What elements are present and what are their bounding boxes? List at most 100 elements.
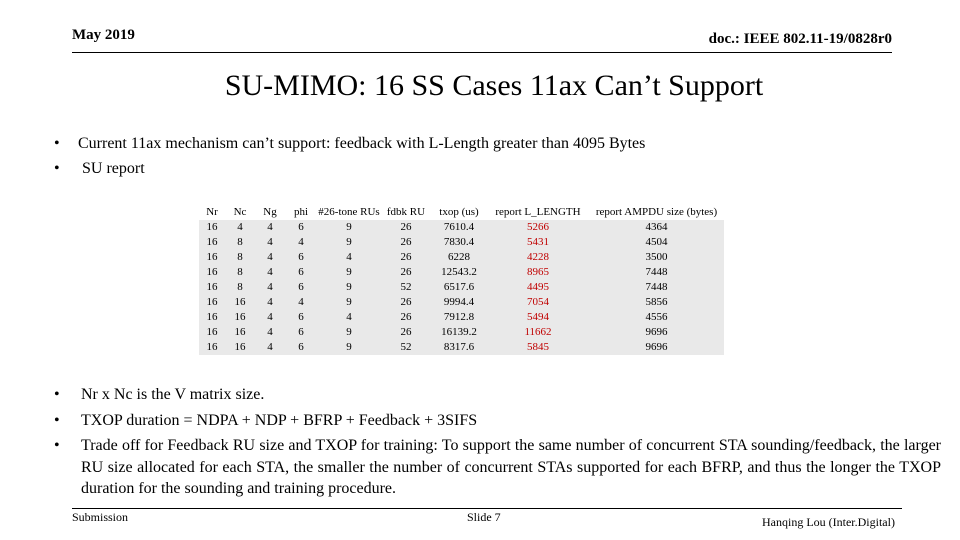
table-cell: 8 [237, 266, 243, 278]
table-cell: 16 [206, 221, 218, 233]
table-cell: 4495 [527, 281, 549, 293]
table-cell: 16 [206, 311, 218, 323]
table-cell: 6228 [448, 251, 470, 263]
table-cell: 6 [298, 311, 304, 323]
table-cell: 7448 [645, 281, 668, 293]
slide-title: SU-MIMO: 16 SS Cases 11ax Can’t Support [224, 69, 764, 102]
table-cell: 9 [346, 341, 352, 353]
table-cell: 4 [267, 341, 273, 353]
bullet-marker: • [54, 386, 60, 403]
table-cell: 5266 [527, 221, 549, 233]
table-cell: 26 [400, 296, 412, 308]
table-cell: 5856 [645, 296, 668, 308]
table-cell: 4 [267, 326, 273, 338]
table-row: 16 8 4 6 4 26 6228 4228 3500 [199, 250, 724, 265]
column-header: Ng [255, 205, 285, 220]
table-cell: 6 [298, 221, 304, 233]
table-cell: 8965 [527, 266, 549, 278]
column-header: #26-tone RUs [317, 205, 381, 220]
table-cell: 7610.4 [443, 221, 475, 233]
table-cell: 4228 [527, 251, 549, 263]
table-cell: 12543.2 [441, 266, 477, 278]
table-row: 16 8 4 6 9 26 12543.2 8965 7448 [199, 265, 724, 280]
table-cell: 3500 [645, 251, 668, 263]
table-row: 16 16 4 6 9 52 8317.6 5845 9696 [199, 340, 724, 355]
table-cell: 16 [234, 326, 246, 338]
column-header: report L_LENGTH [487, 205, 589, 220]
table-cell: 8 [237, 251, 243, 263]
table-cell: 4556 [645, 311, 668, 323]
bullet-text: Trade off for Feedback RU size and TXOP … [81, 437, 941, 497]
table-cell: 11662 [524, 326, 552, 338]
table-cell: 4504 [645, 236, 668, 248]
column-header: Nc [225, 205, 255, 220]
column-header: Nr [199, 205, 225, 220]
table-cell: 16 [206, 341, 218, 353]
table-cell: 9696 [645, 341, 668, 353]
table-body: 16 4 4 6 9 26 7610.4 5266 4364 16 8 4 4 9 26 7830.4 5431… [199, 220, 724, 355]
table-row: 16 8 4 4 9 26 7830.4 5431 4504 [199, 235, 724, 250]
table-cell: 4 [267, 236, 273, 248]
table-cell: 4 [267, 251, 273, 263]
table-cell: 9 [346, 221, 352, 233]
table-cell: 4 [267, 311, 273, 323]
bullet-marker: • [54, 160, 60, 177]
bullet-text: SU report [82, 160, 145, 177]
table-cell: 8 [237, 236, 243, 248]
table-cell: 4 [267, 266, 273, 278]
table-cell: 4364 [645, 221, 668, 233]
table-cell: 7448 [645, 266, 668, 278]
table-cell: 16139.2 [441, 326, 477, 338]
table-cell: 26 [400, 236, 412, 248]
column-header: txop (us) [431, 205, 487, 220]
bullet-item: • Current 11ax mechanism can’t support: … [54, 131, 645, 156]
table-cell: 6517.6 [443, 281, 475, 293]
table-cell: 16 [206, 236, 218, 248]
table-row: 16 16 4 4 9 26 9994.4 7054 5856 [199, 295, 724, 310]
bullet-text: Nr x Nc is the V matrix size. [81, 386, 265, 403]
table-cell: 26 [400, 326, 412, 338]
table-cell: 52 [400, 281, 412, 293]
table-cell: 8 [237, 281, 243, 293]
table-cell: 26 [400, 266, 412, 278]
table-cell: 4 [298, 296, 304, 308]
table-cell: 16 [234, 296, 246, 308]
table-cell: 26 [400, 221, 412, 233]
footer-slide-number: Slide 7 [467, 510, 501, 524]
table-cell: 16 [206, 281, 218, 293]
table-cell: 26 [400, 251, 412, 263]
table-row: 16 16 4 6 4 26 7912.8 5494 4556 [199, 310, 724, 325]
table-cell: 9 [346, 236, 352, 248]
table-cell: 7830.4 [443, 236, 475, 248]
table-row: 16 8 4 6 9 52 6517.6 4495 7448 [199, 280, 724, 295]
table-cell: 4 [346, 311, 352, 323]
table-cell: 52 [400, 341, 412, 353]
table-cell: 5431 [527, 236, 549, 248]
footer-author: Hanqing Lou (Inter.Digital) [762, 515, 895, 529]
bullet-item: • TXOP duration = NDPA + NDP + BFRP + Fe… [54, 410, 941, 432]
table-cell: 26 [400, 311, 412, 323]
table-cell: 5845 [527, 341, 549, 353]
table-cell: 4 [298, 236, 304, 248]
header-divider [72, 52, 892, 53]
table-cell: 5494 [527, 311, 549, 323]
table-cell: 9994.4 [443, 296, 475, 308]
bullet-item: • Nr x Nc is the V matrix size. [54, 384, 941, 406]
table-cell: 6 [298, 326, 304, 338]
table-cell: 6 [298, 266, 304, 278]
feedback-table: Nr Nc Ng phi #26-tone RUs fdbk RU txop (… [199, 205, 724, 355]
column-header: fdbk RU [381, 205, 431, 220]
table-cell: 9 [346, 266, 352, 278]
bullet-marker: • [54, 437, 60, 454]
table-cell: 9 [346, 281, 352, 293]
table-cell: 7054 [527, 296, 549, 308]
table-cell: 4 [267, 221, 273, 233]
table-cell: 9696 [645, 326, 668, 338]
table-cell: 9 [346, 296, 352, 308]
bottom-bullet-list: • Nr x Nc is the V matrix size. • TXOP d… [54, 384, 941, 504]
table-row: 16 16 4 6 9 26 16139.2 11662 9696 [199, 325, 724, 340]
bullet-text: TXOP duration = NDPA + NDP + BFRP + Feed… [81, 411, 478, 429]
header-doc-id: doc.: IEEE 802.11-19/0828r0 [708, 31, 892, 47]
column-header: report AMPDU size (bytes) [589, 205, 724, 220]
table-cell: 16 [206, 251, 218, 263]
